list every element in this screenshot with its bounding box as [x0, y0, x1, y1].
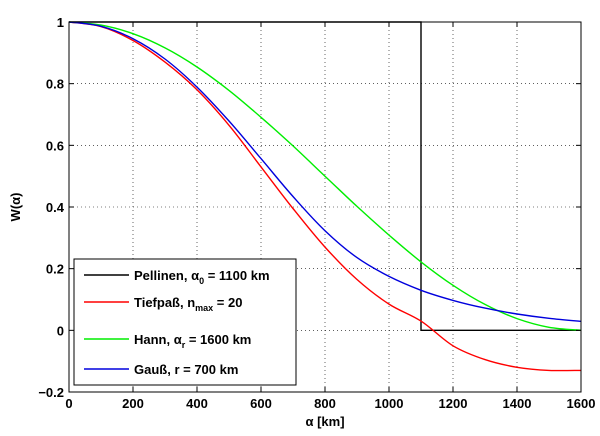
x-tick-label: 1200 [439, 396, 468, 411]
x-tick-label: 800 [314, 396, 336, 411]
y-tick-label: 0.8 [46, 77, 64, 92]
legend-entry: Pellinen, α0 = 1100 km [134, 268, 270, 286]
y-tick-label: 1 [57, 15, 64, 30]
legend-entry: Tiefpaß, nmax = 20 [134, 295, 242, 313]
y-tick-label: 0.2 [46, 262, 64, 277]
series-tiefpass [68, 21, 582, 372]
y-axis-label: W(α) [8, 193, 23, 222]
legend-entry: Gauß, r = 700 km [134, 362, 238, 377]
legend-box [73, 258, 297, 386]
x-tick-label: 1600 [567, 396, 596, 411]
legend: Pellinen, α0 = 1100 km Tiefpaß, nmax = 20… [73, 258, 297, 386]
x-axis-label: α [km] [305, 414, 344, 429]
axis-ticks: 0 200 400 600 800 1000 1200 1400 1600−0.200.20.4… [38, 15, 595, 411]
x-tick-label: 200 [122, 396, 144, 411]
y-tick-label: 0.6 [46, 138, 64, 153]
x-tick-label: 1000 [375, 396, 404, 411]
x-tick-label: 600 [250, 396, 272, 411]
series-gauss [68, 21, 582, 323]
series-hann [68, 21, 582, 331]
x-tick-label: 0 [65, 396, 72, 411]
legend-entry: Hann, αr = 1600 km [134, 332, 251, 350]
x-tick-label: 1400 [503, 396, 532, 411]
y-tick-label: −0.2 [38, 385, 64, 400]
y-tick-label: 0 [57, 323, 64, 338]
x-tick-label: 400 [186, 396, 208, 411]
y-tick-label: 0.4 [46, 200, 65, 215]
